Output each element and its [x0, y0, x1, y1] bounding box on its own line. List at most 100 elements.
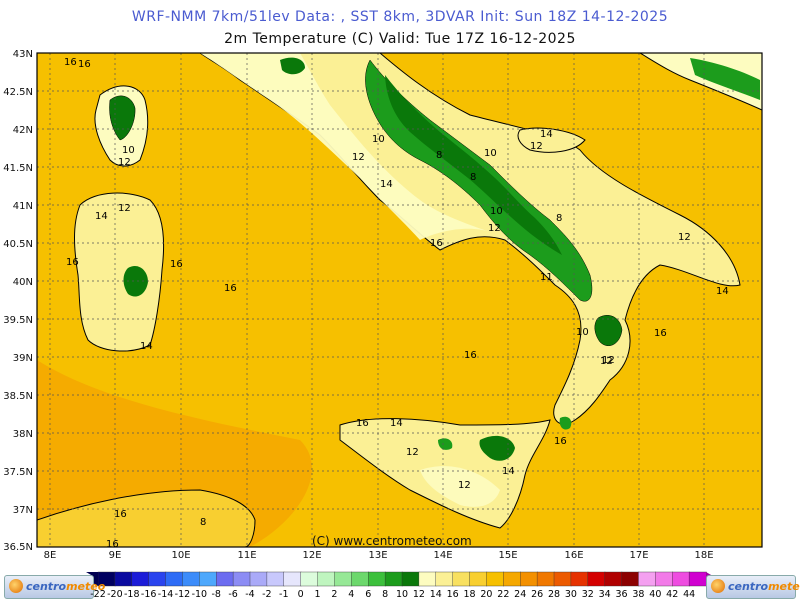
colorbar-swatch — [216, 571, 234, 587]
colorbar-swatch — [469, 571, 488, 587]
contour-label: 10 — [484, 148, 497, 159]
mountain-calabria — [594, 315, 623, 346]
contour-label: 16 — [78, 59, 91, 70]
mountain-etna — [479, 435, 515, 461]
lon-tick: 9E — [108, 550, 122, 561]
colorbar-label: -22 — [90, 589, 106, 600]
colorbar-swatch — [351, 571, 369, 587]
land-tunisia — [37, 489, 256, 547]
colorbar-swatch — [300, 571, 319, 587]
contour-label: 8 — [556, 213, 562, 224]
contour-label: 16 — [356, 418, 369, 429]
contour-label: 12 — [458, 480, 471, 491]
contour-label: 10 — [372, 134, 385, 145]
colorbar-swatch — [536, 571, 555, 587]
colorbar-swatch — [384, 571, 403, 587]
colorbar-label: -14 — [157, 589, 174, 600]
mountain-aspromonte — [559, 416, 572, 430]
lon-tick: 11E — [237, 550, 257, 561]
land-gargano — [517, 127, 586, 153]
lon-tick: 16E — [564, 550, 584, 561]
colorbar-label: 22 — [497, 589, 510, 600]
sun-icon — [9, 579, 23, 593]
colorbar-swatch — [486, 571, 505, 587]
contour-label: 16 — [106, 539, 119, 550]
colorbar-swatch — [148, 571, 167, 587]
colorbar-label: 38 — [632, 589, 645, 600]
colorbar-label: 16 — [446, 589, 459, 600]
copyright-text: (C) www.centrometeo.com — [312, 534, 472, 548]
colorbar-swatch — [638, 571, 657, 587]
colorbar-label: 12 — [412, 589, 425, 600]
contour-label: 10 — [122, 145, 135, 156]
colorbar-label: 28 — [547, 589, 561, 600]
contour-label: 14 — [502, 466, 515, 477]
sun-icon — [711, 579, 725, 593]
centrometeo-logo-right: centrometeo — [706, 575, 800, 599]
contour-label: 14 — [140, 341, 153, 352]
contour-label: 16 — [66, 257, 79, 268]
colorbar-label: 14 — [429, 589, 442, 600]
lon-tick: 14E — [433, 550, 453, 561]
contour-label: 16 — [464, 350, 477, 361]
contour-label: 11 — [540, 272, 553, 283]
contour-label: 14 — [390, 418, 403, 429]
contour-label: 12 — [488, 223, 501, 234]
colorbar-label: 34 — [598, 589, 611, 600]
contour-label: 12 — [406, 447, 419, 458]
lon-tick: 17E — [629, 550, 649, 561]
colorbar-swatch — [266, 571, 285, 587]
colorbar-label: 44 — [683, 589, 696, 600]
contour-label: 14 — [540, 129, 553, 140]
colorbar-swatch — [435, 571, 454, 587]
colorbar-label: 6 — [365, 589, 372, 600]
contour-label: 16 — [654, 328, 667, 339]
contour-label: 16 — [430, 238, 443, 249]
contour-label: 16 — [554, 436, 567, 447]
land-sardinia — [74, 192, 165, 352]
colorbar-label: 32 — [581, 589, 594, 600]
contour-label: 16 — [224, 283, 237, 294]
colorbar-swatch — [317, 571, 336, 587]
lat-tick: 42N — [12, 125, 33, 136]
lon-tick: 8E — [43, 550, 57, 561]
colorbar-swatch — [604, 571, 623, 587]
contour-label: 12 — [118, 157, 131, 168]
centrometeo-logo-left: centrometeo — [4, 575, 105, 599]
colorbar-labels: -22 -20 -18 -16 -14 -12 -10 -8 -6 -4 -2 -1 0 1 2 4 6 8 10 1… — [0, 589, 800, 601]
contour-label: 12 — [352, 152, 365, 163]
lat-tick: 38N — [12, 429, 33, 440]
colorbar-swatch — [418, 571, 437, 587]
colorbar-label: 36 — [615, 589, 628, 600]
colorbar-label: 4 — [348, 589, 355, 600]
colorbar-swatch — [587, 571, 606, 587]
colorbar-swatch — [520, 571, 538, 587]
colorbar-swatch — [249, 571, 268, 587]
model-title: WRF-NMM 7km/51lev Data: , SST 8km, 3DVAR… — [131, 9, 669, 25]
lat-tick: 41N — [12, 201, 33, 212]
contour-label: 16 — [64, 57, 77, 68]
lat-tick: 39.5N — [3, 315, 33, 326]
colorbar-swatch — [672, 571, 690, 587]
lat-tick: 39N — [12, 353, 33, 364]
colorbar-swatch — [232, 571, 251, 587]
colorbar-label: 42 — [666, 589, 679, 600]
colorbar-swatch — [655, 571, 673, 587]
lat-tick: 37.5N — [3, 467, 33, 478]
apennines-core — [385, 75, 562, 255]
colorbar-swatch — [283, 571, 302, 587]
land-balkan — [639, 53, 762, 111]
lon-tick: 10E — [171, 550, 191, 561]
colorbar-swatch — [503, 571, 521, 587]
colorbar-label: -12 — [174, 589, 191, 600]
colorbar-label: -1 — [279, 589, 289, 600]
lowland-sicily — [420, 466, 500, 507]
lat-tick: 43N — [12, 49, 33, 60]
contour-label: 8 — [436, 150, 442, 161]
contour-label: 14 — [716, 286, 729, 297]
colorbar-label: -6 — [228, 589, 238, 600]
lon-tick: 13E — [368, 550, 388, 561]
lat-tick: 42.5N — [3, 87, 33, 98]
colorbar-label: 30 — [564, 589, 577, 600]
